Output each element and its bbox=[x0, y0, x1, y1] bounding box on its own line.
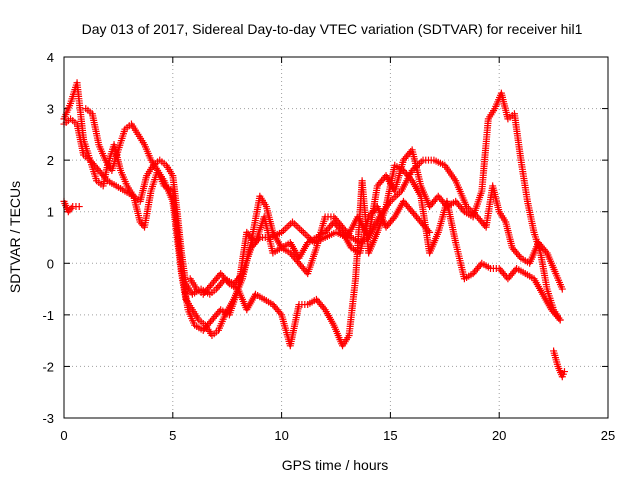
data-point-plus bbox=[560, 368, 568, 376]
data-point-plus bbox=[392, 192, 400, 200]
data-point-plus bbox=[301, 230, 309, 238]
data-point-plus bbox=[75, 203, 83, 211]
data-point-plus bbox=[558, 285, 566, 293]
data-point-plus bbox=[296, 225, 304, 233]
grid-lines bbox=[64, 57, 608, 418]
data-point-plus bbox=[417, 158, 425, 166]
data-point-plus bbox=[407, 175, 415, 183]
data-point-plus bbox=[292, 221, 300, 229]
axis-ticks bbox=[63, 56, 609, 419]
series-track-c bbox=[82, 89, 564, 339]
data-point-plus bbox=[556, 316, 564, 324]
data-point-plus bbox=[290, 220, 298, 228]
data-point-plus bbox=[299, 228, 307, 236]
data-point-plus bbox=[516, 252, 524, 260]
x-tick-label: 10 bbox=[274, 428, 288, 443]
y-tick-label: 0 bbox=[47, 256, 54, 271]
y-tick-label: -1 bbox=[42, 308, 54, 323]
x-tick-label: 25 bbox=[601, 428, 615, 443]
data-point-plus bbox=[285, 221, 293, 229]
plot-frame bbox=[63, 56, 609, 419]
x-tick-label: 5 bbox=[169, 428, 176, 443]
y-tick-label: -2 bbox=[42, 359, 54, 374]
data-point-plus bbox=[294, 223, 302, 231]
y-tick-label: 3 bbox=[47, 102, 54, 117]
series-track-f bbox=[550, 347, 568, 381]
chart-title: Day 013 of 2017, Sidereal Day-to-day VTE… bbox=[82, 21, 583, 37]
x-axis-label: GPS time / hours bbox=[282, 457, 389, 473]
x-tick-label: 15 bbox=[383, 428, 397, 443]
data-point-plus bbox=[224, 278, 232, 286]
data-point-plus bbox=[426, 228, 434, 236]
tick-labels: 0 5 10 15 20 25 -3 -2 -1 0 1 2 3 4 bbox=[42, 50, 615, 443]
x-tick-label: 20 bbox=[492, 428, 506, 443]
data-point-plus bbox=[424, 227, 432, 235]
data-point-plus bbox=[337, 227, 345, 235]
data-point-plus bbox=[459, 206, 467, 214]
data-point-plus bbox=[288, 218, 296, 226]
series-track-e bbox=[186, 197, 434, 298]
y-tick-label: 2 bbox=[47, 153, 54, 168]
data-point-plus bbox=[320, 304, 328, 312]
data-points bbox=[60, 79, 568, 381]
y-tick-label: 1 bbox=[47, 205, 54, 220]
x-tick-label: 0 bbox=[60, 428, 67, 443]
data-point-plus bbox=[276, 309, 284, 317]
y-tick-label: 4 bbox=[47, 50, 54, 65]
data-point-plus bbox=[389, 215, 397, 223]
y-axis-label: SDTVAR / TECUs bbox=[7, 181, 23, 293]
data-point-plus bbox=[283, 223, 291, 231]
data-point-plus bbox=[67, 204, 75, 212]
data-point-plus bbox=[298, 227, 306, 235]
y-tick-label: -3 bbox=[42, 411, 54, 426]
data-point-plus bbox=[281, 225, 289, 233]
